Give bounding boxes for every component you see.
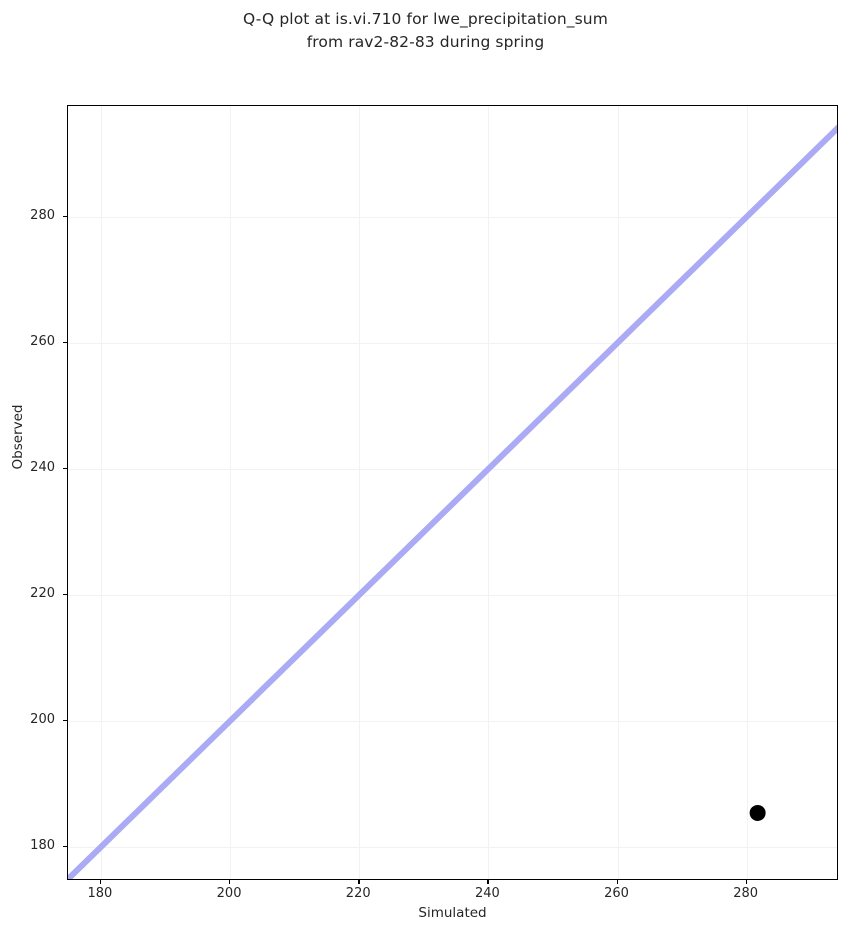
- x-tick-label-3: 240: [474, 886, 500, 901]
- x-tick-mark-2: [358, 880, 360, 884]
- y-tick-label-4: 260: [30, 333, 55, 349]
- gridline-vertical-1: [230, 106, 232, 879]
- gridline-horizontal-5: [68, 216, 837, 218]
- x-tick-mark-1: [229, 880, 231, 884]
- gridline-horizontal-0: [68, 846, 837, 849]
- scatter-points-group: [749, 804, 766, 821]
- x-tick-mark-0: [99, 880, 102, 884]
- y-tick-mark-2: [63, 593, 67, 596]
- x-tick-mark-5: [745, 880, 747, 884]
- y-axis-label: Observed: [10, 404, 26, 470]
- chart-title-line-2: from rav2-82-83 during spring: [306, 33, 545, 51]
- x-tick-label-0: 180: [87, 886, 113, 901]
- x-tick-label-4: 260: [604, 886, 629, 901]
- x-axis-label: Simulated: [418, 905, 487, 921]
- y-tick-mark-0: [63, 845, 67, 848]
- gridline-horizontal-2: [68, 594, 837, 597]
- data-layer: [68, 124, 837, 879]
- plot-area: [67, 105, 838, 880]
- gridline-vertical-4: [617, 106, 619, 879]
- y-tick-mark-1: [63, 719, 67, 722]
- chart-title: Q-Q plot at is.vi.710 for lwe_precipitat…: [0, 8, 851, 54]
- y-tick-mark-3: [63, 467, 67, 470]
- chart-title-line-1: Q-Q plot at is.vi.710 for lwe_precipitat…: [243, 10, 608, 28]
- reference-line-group: [68, 124, 837, 879]
- x-tick-mark-4: [616, 880, 618, 884]
- y-tick-mark-4: [63, 341, 67, 344]
- y-tick-label-0: 180: [30, 837, 55, 853]
- gridline-horizontal-1: [68, 720, 837, 723]
- gridline-vertical-3: [488, 106, 490, 879]
- x-tick-label-2: 220: [345, 886, 371, 901]
- gridline-horizontal-3: [68, 468, 837, 471]
- x-tick-mark-3: [487, 880, 489, 884]
- x-tick-label-1: 200: [216, 886, 242, 901]
- gridline-vertical-5: [746, 106, 748, 879]
- gridline-vertical-0: [100, 106, 103, 879]
- reference-line: [68, 124, 837, 879]
- gridline-vertical-2: [359, 106, 361, 879]
- y-tick-label-2: 220: [30, 585, 55, 601]
- y-tick-mark-5: [63, 215, 67, 218]
- gridline-horizontal-4: [68, 342, 837, 344]
- y-tick-label-5: 280: [30, 207, 55, 223]
- y-tick-label-1: 200: [30, 711, 55, 727]
- y-tick-label-3: 240: [30, 459, 55, 475]
- scatter-point: [749, 804, 766, 821]
- x-tick-label-5: 280: [733, 886, 759, 901]
